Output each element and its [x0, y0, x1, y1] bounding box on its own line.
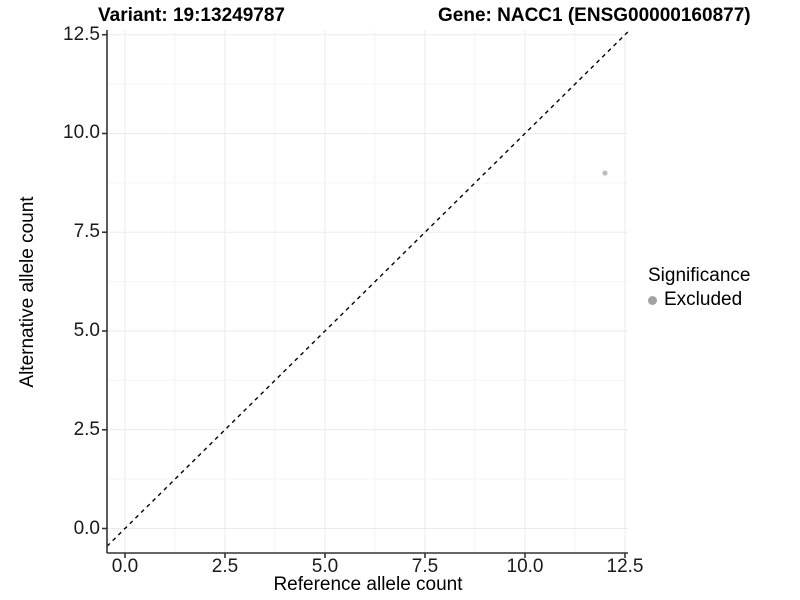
y-tick-label: 7.5 [73, 221, 100, 243]
x-axis-title: Reference allele count [273, 574, 463, 595]
identity-dashed-line [106, 31, 629, 547]
y-tick-label: 5.0 [73, 320, 100, 341]
y-tick-label: 10.0 [63, 122, 100, 144]
y-tick-label: 2.5 [73, 418, 100, 440]
x-tick-label: 2.5 [211, 556, 239, 577]
x-tick-label: 5.0 [311, 556, 339, 577]
y-tick-label: 0.0 [73, 517, 100, 539]
y-tick-label: 12.5 [63, 23, 100, 45]
data-point [602, 170, 608, 176]
legend-item-label: Excluded [664, 289, 743, 310]
y-axis-title: Alternative allele count [17, 196, 38, 388]
x-tick-label: 12.5 [606, 556, 644, 577]
circle-icon [648, 295, 657, 305]
x-tick-label: 10.0 [506, 556, 544, 577]
x-tick-label: 7.5 [411, 556, 439, 577]
variant-title: Variant: 19:13249787 [98, 5, 285, 26]
legend: Significance Excluded [648, 265, 750, 311]
gene-title: Gene: NACC1 (ENSG00000160877) [438, 5, 751, 26]
legend-item: Excluded [648, 289, 750, 311]
x-tick-label: 0.0 [111, 556, 139, 577]
legend-items: Excluded [648, 289, 750, 311]
legend-title: Significance [648, 265, 751, 286]
